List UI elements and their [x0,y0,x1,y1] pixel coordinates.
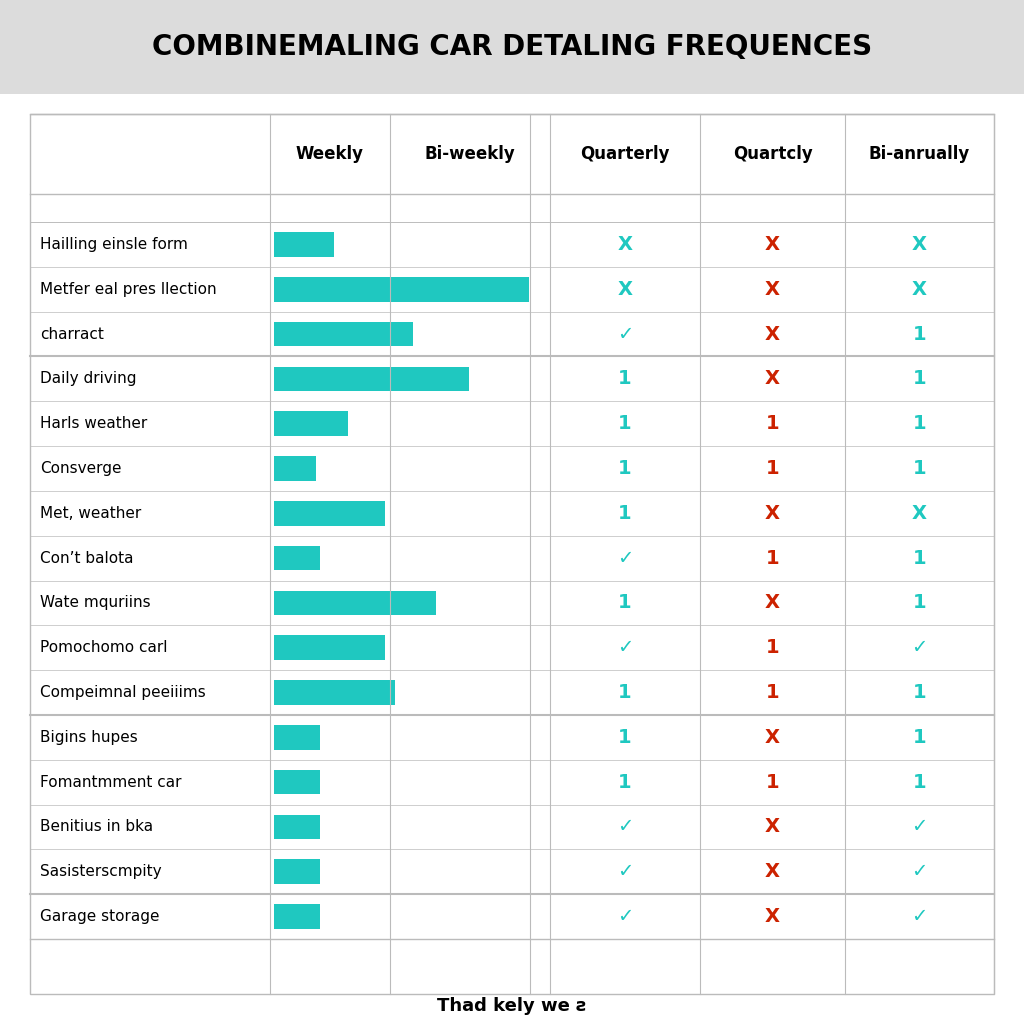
Text: ✓: ✓ [911,862,928,882]
Bar [274,815,321,840]
Bar [274,725,321,750]
Text: 1: 1 [766,549,779,567]
Text: 1: 1 [766,414,779,433]
Text: Met, weather: Met, weather [40,506,141,521]
Bar [274,591,436,615]
Bar [274,456,315,481]
Text: Garage storage: Garage storage [40,909,160,924]
Text: X: X [912,280,927,299]
Text: 1: 1 [766,638,779,657]
Bar [0,0,1024,94]
Text: ✓: ✓ [616,907,633,926]
Text: 1: 1 [912,549,927,567]
Text: Bi-anrually: Bi-anrually [869,145,970,163]
Text: ✓: ✓ [616,862,633,882]
Text: 1: 1 [912,683,927,702]
Text: 1: 1 [912,459,927,478]
Text: COMBINEMALING CAR DETALING FREQUENCES: COMBINEMALING CAR DETALING FREQUENCES [152,33,872,61]
Text: X: X [765,504,780,523]
Text: Benitius in bka: Benitius in bka [40,819,154,835]
Text: 1: 1 [912,414,927,433]
Bar [274,367,469,391]
Text: ✓: ✓ [616,549,633,567]
Text: Con’t balota: Con’t balota [40,551,133,565]
Text: X: X [765,370,780,388]
Text: Quartcly: Quartcly [732,145,812,163]
Text: 1: 1 [766,459,779,478]
Text: Hailling einsle form: Hailling einsle form [40,237,187,252]
Text: X: X [765,907,780,926]
Bar [274,232,334,257]
Text: X: X [765,728,780,746]
Text: X: X [765,862,780,882]
Text: 1: 1 [912,773,927,792]
Text: ✓: ✓ [911,907,928,926]
Text: Quarterly: Quarterly [581,145,670,163]
Text: Wate mquriins: Wate mquriins [40,595,151,610]
Text: 1: 1 [618,370,632,388]
Text: Consverge: Consverge [40,461,122,476]
Text: X: X [617,280,633,299]
Bar [274,770,321,795]
Bar [30,114,994,994]
Text: Harls weather: Harls weather [40,416,147,431]
Text: charract: charract [40,327,103,342]
Text: X: X [765,234,780,254]
Text: 1: 1 [912,370,927,388]
Text: Compeimnal peeiiims: Compeimnal peeiiims [40,685,206,700]
Bar [274,322,413,346]
Text: Weekly: Weekly [296,145,364,163]
Text: 1: 1 [618,414,632,433]
Text: X: X [765,593,780,612]
Text: X: X [765,817,780,837]
Text: 1: 1 [912,593,927,612]
Text: 1: 1 [618,593,632,612]
Bar [274,276,529,301]
Bar [274,680,394,705]
Text: ✓: ✓ [616,638,633,657]
Text: X: X [765,325,780,343]
Text: 1: 1 [912,728,927,746]
Text: ✓: ✓ [616,325,633,343]
Text: Daily driving: Daily driving [40,372,136,386]
Text: Thad kely we ƨ: Thad kely we ƨ [437,997,587,1015]
Text: X: X [912,234,927,254]
Text: ✓: ✓ [911,817,928,837]
Text: 1: 1 [766,773,779,792]
Text: X: X [765,280,780,299]
Text: ✓: ✓ [616,817,633,837]
Text: ✓: ✓ [911,638,928,657]
Text: X: X [912,504,927,523]
Text: 1: 1 [618,459,632,478]
Text: Bigins hupes: Bigins hupes [40,730,138,744]
Text: 1: 1 [618,683,632,702]
Text: 1: 1 [766,683,779,702]
Text: X: X [617,234,633,254]
Text: Fomantmment car: Fomantmment car [40,775,181,790]
Text: 1: 1 [912,325,927,343]
Text: Sasisterscmpity: Sasisterscmpity [40,864,162,880]
Text: Pomochomo carl: Pomochomo carl [40,640,168,655]
Bar [274,636,385,660]
Text: 1: 1 [618,728,632,746]
Bar [274,859,321,884]
Text: Bi-weekly: Bi-weekly [425,145,515,163]
Text: Metfer eal pres llection: Metfer eal pres llection [40,282,217,297]
Text: 1: 1 [618,504,632,523]
Bar [274,546,321,570]
Text: 1: 1 [618,773,632,792]
Bar [274,412,348,436]
Bar [274,501,385,525]
Bar [274,904,321,929]
